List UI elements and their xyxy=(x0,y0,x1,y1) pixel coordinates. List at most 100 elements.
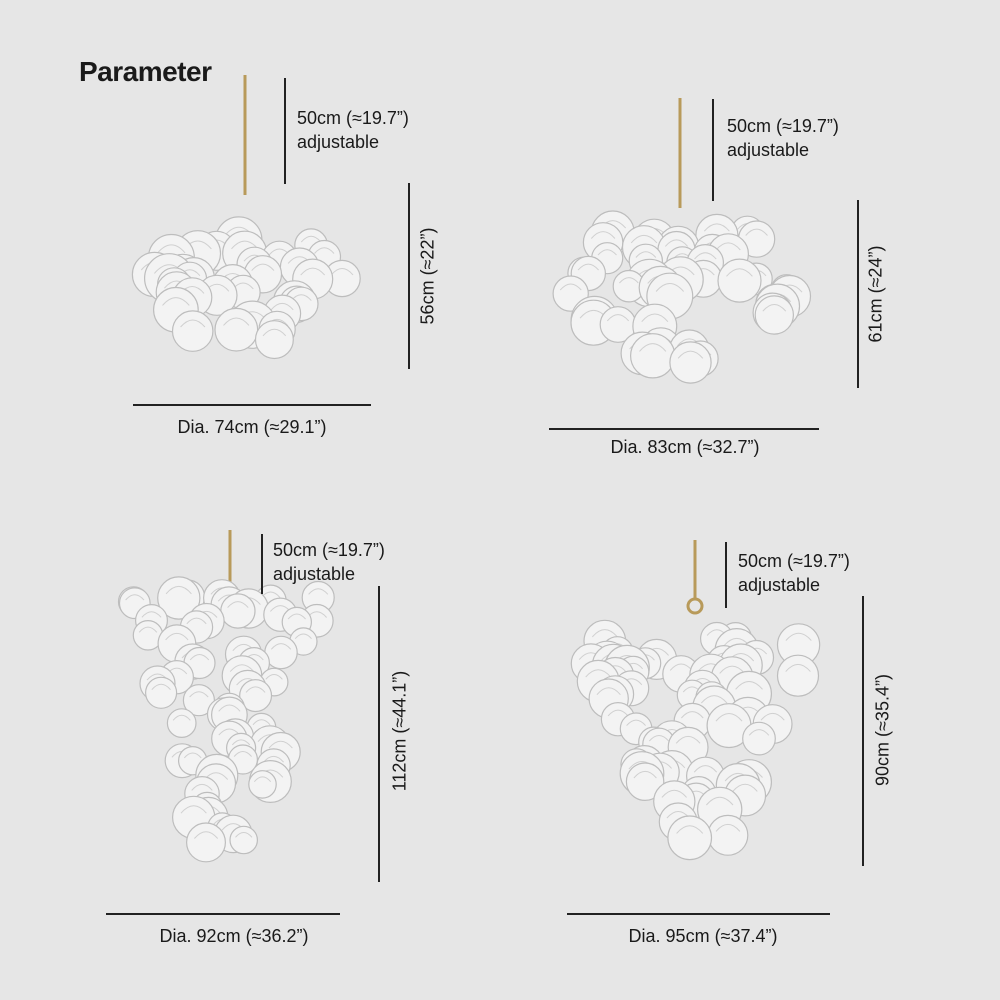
glass-swirl xyxy=(626,719,646,726)
glass-swirl xyxy=(559,283,582,291)
glass-swirl xyxy=(231,240,259,250)
height-dimension-line-1 xyxy=(408,183,410,369)
glass-swirl xyxy=(300,267,326,276)
glass-swirl xyxy=(607,709,629,717)
glass-bubble xyxy=(248,770,277,799)
glass-swirl xyxy=(141,611,162,618)
glass-swirl xyxy=(606,314,630,322)
glass-swirl xyxy=(715,242,741,251)
glass-bubble xyxy=(220,593,256,629)
glass-bubble xyxy=(754,295,794,335)
glass-swirl xyxy=(590,231,616,239)
glass-swirl xyxy=(245,686,266,693)
glass-swirl xyxy=(165,585,192,595)
glass-swirl xyxy=(785,663,811,672)
glass-bubble xyxy=(166,708,197,739)
glass-swirl xyxy=(223,317,250,326)
glass-swirl xyxy=(648,734,670,742)
chain-dimension-line-2 xyxy=(712,99,714,201)
glass-swirl xyxy=(732,783,758,792)
glass-swirl xyxy=(592,629,618,638)
glass-swirl xyxy=(669,663,693,671)
glass-swirl xyxy=(700,695,728,704)
glass-bubble xyxy=(144,676,178,709)
diameter-dimension-line-4 xyxy=(567,913,830,915)
diameter-dimension-line-1 xyxy=(133,404,371,406)
glass-swirl xyxy=(681,711,704,719)
glass-swirl xyxy=(719,665,745,674)
glass-swirl xyxy=(165,632,189,641)
glass-swirl xyxy=(314,247,335,254)
glass-swirl xyxy=(706,796,734,806)
glass-swirl xyxy=(151,683,171,691)
glass-swirl xyxy=(693,765,718,773)
height-dimension-line-3 xyxy=(378,586,380,882)
glass-swirl xyxy=(762,304,787,312)
chandelier-image-1 xyxy=(131,75,361,360)
height-label-1: 56cm (≈22”) xyxy=(417,227,438,325)
glass-swirl xyxy=(162,297,190,306)
glass-swirl xyxy=(715,713,743,722)
glass-swirl xyxy=(585,669,612,678)
glass-swirl xyxy=(270,302,294,311)
chain-length-label-1: 50cm (≈19.7”) adjustable xyxy=(297,108,409,152)
glass-swirl xyxy=(726,268,753,277)
glass-swirl xyxy=(715,823,741,832)
glass-bubble xyxy=(214,307,259,352)
chandelier-image-4 xyxy=(570,540,821,861)
glass-swirl xyxy=(183,752,202,759)
glass-swirl xyxy=(748,729,770,736)
page-title: Parameter xyxy=(79,56,212,87)
height-label-2: 61cm (≈24”) xyxy=(865,245,886,343)
glass-swirl xyxy=(635,251,657,258)
glass-swirl xyxy=(180,805,207,814)
glass-swirl xyxy=(186,617,207,625)
glass-bubble xyxy=(667,815,713,861)
glass-swirl xyxy=(262,328,287,337)
glass-bubble xyxy=(742,721,776,756)
glass-swirl xyxy=(268,740,293,749)
glass-swirl xyxy=(664,239,689,247)
glass-swirl xyxy=(330,268,354,276)
glass-swirl xyxy=(251,263,275,271)
glass-swirl xyxy=(300,235,322,243)
glass-swirl xyxy=(191,783,213,791)
glass-swirl xyxy=(641,313,669,323)
glass-swirl xyxy=(735,680,763,690)
glass-swirl xyxy=(675,735,701,744)
glass-swirl xyxy=(294,633,312,640)
glass-swirl xyxy=(287,613,306,620)
glass-swirl xyxy=(633,770,657,779)
height-dimension-line-4 xyxy=(862,596,864,866)
chain-dimension-line-4 xyxy=(725,542,727,608)
glass-swirl xyxy=(597,249,617,256)
glass-bubble xyxy=(776,654,820,697)
glass-swirl xyxy=(263,755,284,763)
glass-swirl xyxy=(703,223,730,232)
chain-dimension-line-3 xyxy=(261,534,263,594)
glass-swirl xyxy=(694,252,717,260)
diameter-label-4: Dia. 95cm (≈37.4”) xyxy=(628,926,778,946)
glass-swirl xyxy=(189,653,210,661)
diameter-label-1: Dia. 74cm (≈29.1”) xyxy=(177,417,327,437)
glass-swirl xyxy=(676,825,704,834)
chandelier-image-3 xyxy=(117,530,335,863)
chain-length-label-2: 50cm (≈19.7”) adjustable xyxy=(727,116,839,160)
glass-swirl xyxy=(785,632,812,641)
glass-swirl xyxy=(630,234,658,244)
chain-length-label-3: 50cm (≈19.7”) adjustable xyxy=(273,540,385,584)
glass-bubble xyxy=(717,258,762,303)
glass-swirl xyxy=(619,277,639,284)
glass-swirl xyxy=(233,751,252,757)
glass-swirl xyxy=(180,319,206,328)
glass-swirl xyxy=(577,263,599,271)
glass-swirl xyxy=(265,674,283,680)
glass-swirl xyxy=(227,601,249,608)
glass-bubble xyxy=(171,310,214,352)
glass-swirl xyxy=(138,626,158,633)
glass-bubble xyxy=(229,825,258,855)
glass-swirl xyxy=(596,687,621,696)
chandelier-image-2 xyxy=(552,98,812,384)
glass-swirl xyxy=(270,643,292,650)
diameter-label-2: Dia. 83cm (≈32.7”) xyxy=(610,437,760,457)
